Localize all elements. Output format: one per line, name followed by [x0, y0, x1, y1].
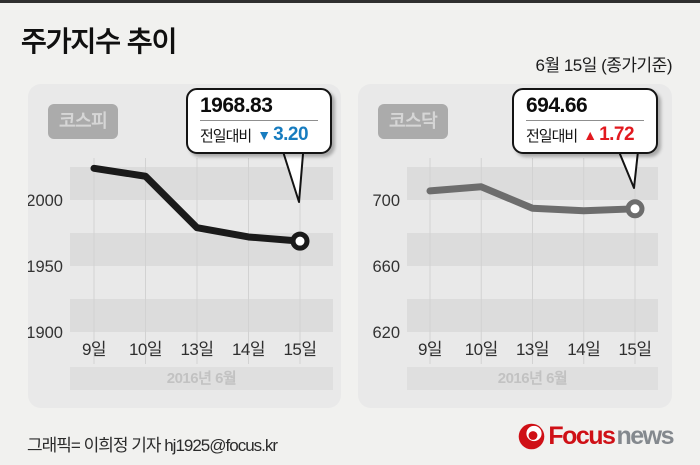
svg-text:660: 660	[372, 258, 400, 276]
svg-text:13일: 13일	[180, 340, 213, 359]
down-triangle-icon: ▼	[257, 127, 272, 143]
kosdaq-chart-panel: 2016년 6월 700 660 620 9일 10일 13일 14일 15일 코스닥 694.…	[358, 84, 672, 408]
change-prefix-label: 전일대비	[526, 127, 578, 145]
svg-text:620: 620	[372, 324, 400, 342]
page-title: 주가지수 추이	[21, 26, 177, 57]
logo-suffix-text: news	[616, 422, 674, 450]
date-note: 6월 15일 (종가기준)	[535, 56, 673, 75]
kosdaq-change-row: 전일대비 ▲ 1.72	[526, 124, 644, 146]
kosdaq-chip: 코스닥	[378, 104, 449, 139]
kospi-chart-panel: 2016년 6월 2000 1950 1900 9일 10일 13일 14일 15일 코스피 1…	[28, 84, 341, 408]
kospi-callout: 1968.83 전일대비 ▼ 3.20	[186, 88, 332, 154]
callout-divider	[526, 120, 644, 121]
svg-text:15일: 15일	[283, 340, 316, 359]
svg-text:1950: 1950	[28, 258, 63, 276]
change-prefix-label: 전일대비	[200, 127, 252, 145]
kosdaq-line-chart: 2016년 6월 700 660 620 9일 10일 13일 14일 15일	[372, 141, 658, 390]
svg-text:15일: 15일	[618, 340, 651, 359]
svg-text:14일: 14일	[567, 340, 600, 359]
svg-text:2016년 6월: 2016년 6월	[167, 370, 236, 387]
up-triangle-icon: ▲	[583, 127, 598, 143]
kosdaq-close-value: 694.66	[526, 94, 588, 117]
svg-text:700: 700	[372, 192, 400, 210]
svg-text:14일: 14일	[232, 340, 265, 359]
callout-divider	[200, 120, 318, 121]
kospi-close-value: 1968.83	[200, 94, 273, 117]
kosdaq-change-value: 1.72	[599, 124, 635, 145]
svg-text:9일: 9일	[82, 340, 106, 359]
svg-text:2000: 2000	[28, 192, 63, 210]
focusnews-logo: Focus news	[518, 422, 674, 451]
kospi-change-value: 3.20	[273, 124, 309, 145]
top-rule	[0, 0, 700, 3]
svg-text:2016년 6월: 2016년 6월	[498, 370, 567, 387]
kosdaq-callout: 694.66 전일대비 ▲ 1.72	[512, 88, 658, 154]
svg-text:10일: 10일	[465, 340, 498, 359]
kospi-chip: 코스피	[48, 104, 119, 139]
focus-swirl-icon	[519, 423, 545, 450]
svg-text:1900: 1900	[28, 324, 63, 342]
svg-text:10일: 10일	[129, 340, 162, 359]
svg-text:9일: 9일	[418, 340, 442, 359]
kospi-line-chart: 2016년 6월 2000 1950 1900 9일 10일 13일 14일 15일	[28, 141, 333, 390]
graphic-credit: 그래픽= 이희정 기자 hj1925@focus.kr	[27, 436, 278, 455]
logo-brand-text: Focus	[548, 422, 616, 450]
kospi-change-row: 전일대비 ▼ 3.20	[200, 124, 318, 146]
svg-text:13일: 13일	[516, 340, 549, 359]
